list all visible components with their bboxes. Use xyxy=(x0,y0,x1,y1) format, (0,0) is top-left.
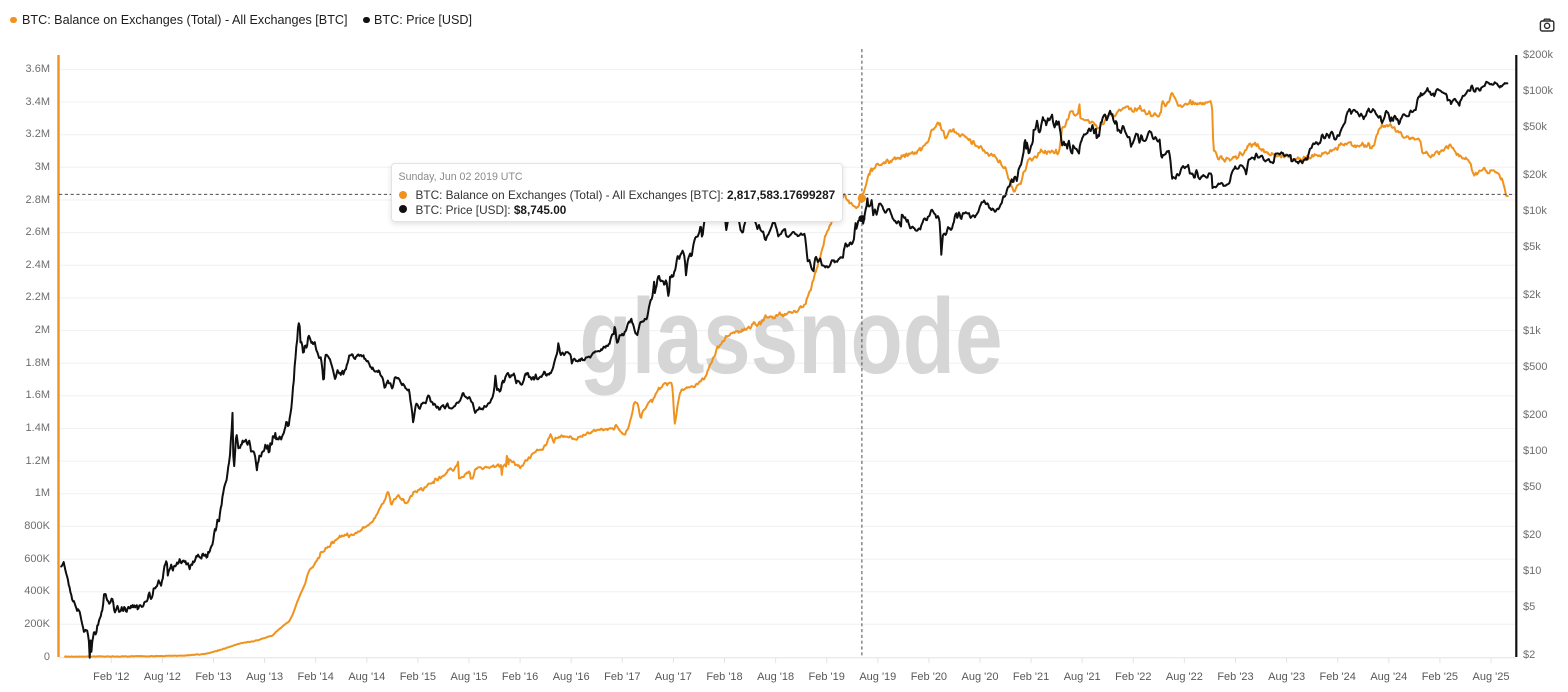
svg-text:glassnode: glassnode xyxy=(579,276,1002,396)
